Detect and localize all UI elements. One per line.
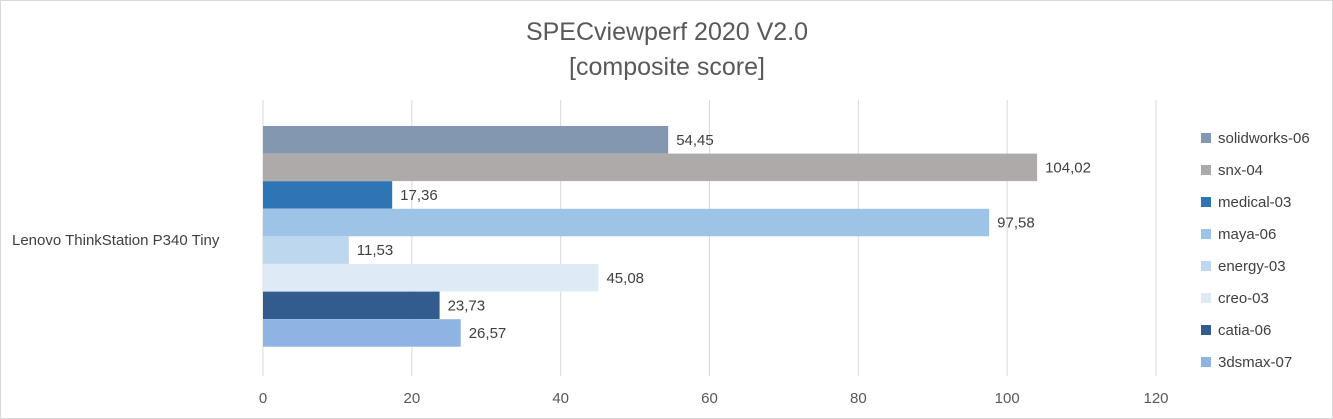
chart-subtitle: [composite score]	[569, 53, 765, 81]
data-label-3dsmax-07: 26,57	[469, 325, 507, 342]
legend-swatch-medical-03	[1201, 197, 1211, 207]
legend-swatch-snx-04	[1201, 165, 1211, 175]
data-labels: 54,45 104,02 17,36 97,58 11,53 45,08 23,73 26,5…	[357, 132, 1091, 342]
bar-solidworks-06	[263, 126, 669, 154]
legend-label-catia-06: catia-06	[1218, 322, 1271, 339]
x-axis: 0 20 40 60 80 100 120	[259, 390, 1169, 407]
chart-title: SPECviewperf 2020 V2.0	[526, 18, 808, 46]
category-label: Lenovo ThinkStation P340 Tiny	[12, 232, 220, 249]
x-tick-label: 80	[850, 390, 867, 407]
data-label-maya-06: 97,58	[997, 215, 1035, 232]
x-tick-label: 60	[701, 390, 718, 407]
bars	[263, 126, 1038, 347]
data-label-medical-03: 17,36	[400, 187, 438, 204]
x-tick-label: 20	[403, 390, 420, 407]
legend-label-snx-04: snx-04	[1218, 162, 1263, 179]
legend-label-3dsmax-07: 3dsmax-07	[1218, 354, 1292, 371]
data-label-solidworks-06: 54,45	[676, 132, 714, 149]
legend-label-creo-03: creo-03	[1218, 290, 1269, 307]
data-label-creo-03: 45,08	[606, 270, 644, 287]
bar-medical-03	[263, 181, 393, 209]
legend: solidworks-06 snx-04 medical-03 maya-06 ener…	[1201, 130, 1310, 371]
legend-swatch-catia-06	[1201, 325, 1211, 335]
legend-label-solidworks-06: solidworks-06	[1218, 130, 1310, 147]
x-tick-label: 40	[552, 390, 569, 407]
legend-label-maya-06: maya-06	[1218, 226, 1276, 243]
legend-swatch-maya-06	[1201, 229, 1211, 239]
legend-swatch-3dsmax-07	[1201, 357, 1211, 367]
legend-swatch-solidworks-06	[1201, 133, 1211, 143]
data-label-snx-04: 104,02	[1045, 159, 1091, 176]
legend-label-energy-03: energy-03	[1218, 258, 1286, 275]
x-tick-label: 0	[259, 390, 267, 407]
data-label-catia-06: 23,73	[448, 297, 486, 314]
x-tick-label: 120	[1143, 390, 1168, 407]
x-tick-label: 100	[995, 390, 1020, 407]
legend-label-medical-03: medical-03	[1218, 194, 1291, 211]
data-label-energy-03: 11,53	[357, 242, 393, 259]
bar-energy-03	[263, 236, 349, 264]
bar-catia-06	[263, 291, 440, 320]
bar-maya-06	[263, 208, 990, 237]
legend-swatch-energy-03	[1201, 261, 1211, 271]
bar-creo-03	[263, 264, 599, 292]
bar-snx-04	[263, 153, 1038, 182]
legend-swatch-creo-03	[1201, 293, 1211, 303]
bar-3dsmax-07	[263, 319, 461, 347]
